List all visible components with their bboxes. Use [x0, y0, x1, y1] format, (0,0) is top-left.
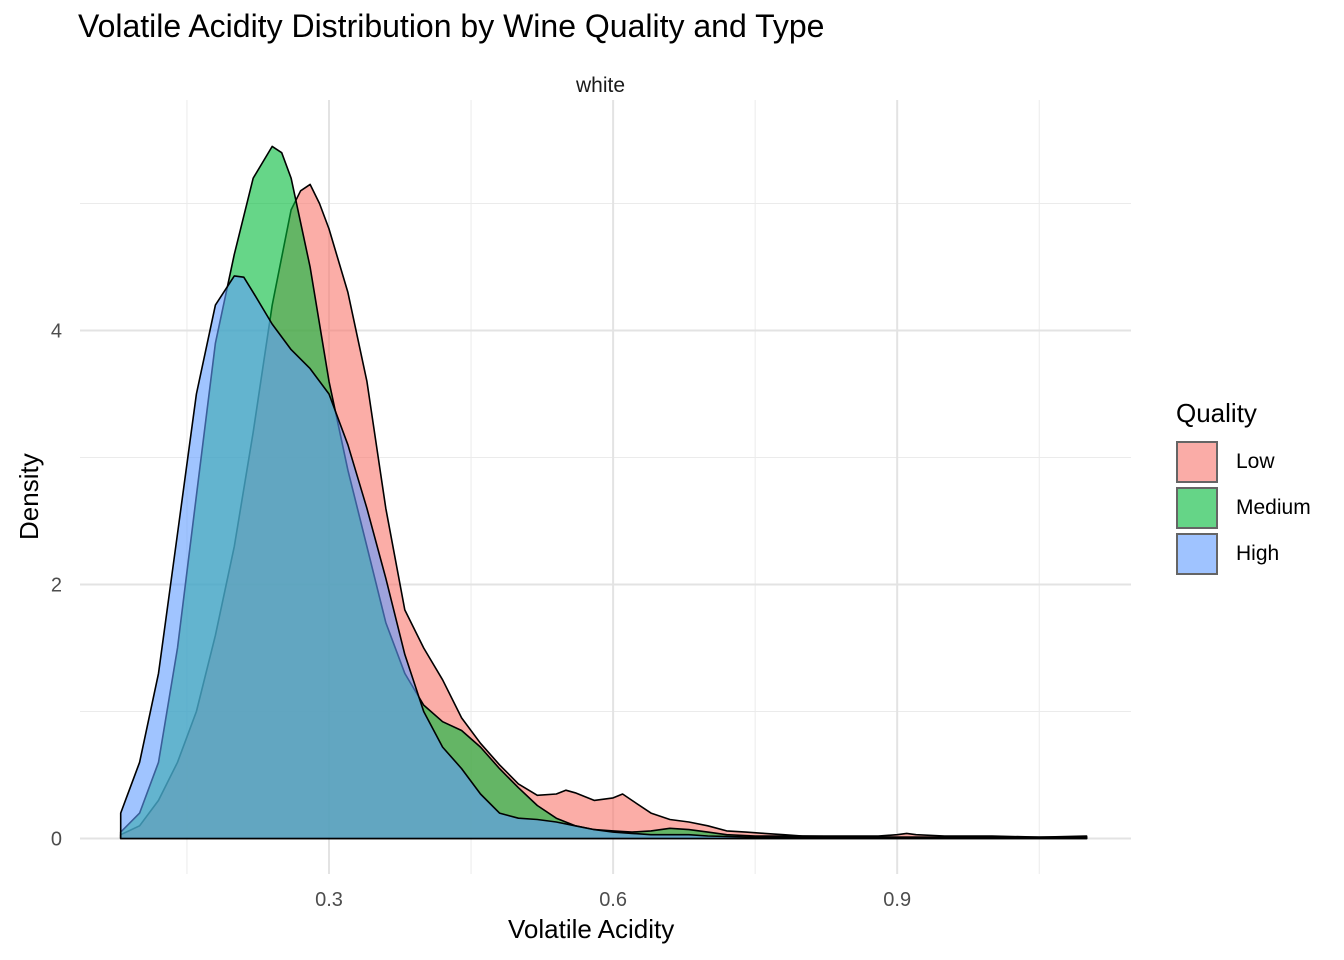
x-tick-label: 0.3 [315, 889, 343, 911]
x-axis-title: Volatile Acidity [508, 914, 675, 944]
legend: Quality Low Medium High [1176, 398, 1311, 577]
legend-label: High [1236, 542, 1280, 565]
density-areas [119, 145, 1088, 840]
legend-title: Quality [1176, 398, 1257, 428]
y-tick-labels: 0 2 4 [51, 321, 62, 851]
legend-items: Low Medium High [1176, 439, 1311, 577]
chart-title: Volatile Acidity Distribution by Wine Qu… [78, 8, 825, 44]
legend-label: Medium [1236, 496, 1311, 519]
facet-label: white [576, 74, 626, 97]
x-tick-label: 0.9 [883, 889, 911, 911]
x-tick-label: 0.6 [599, 889, 627, 911]
legend-label: Low [1236, 450, 1275, 473]
y-tick-label: 0 [51, 829, 62, 851]
legend-item-low: Low [1176, 439, 1311, 485]
density-area-high [119, 275, 1088, 840]
legend-swatch [1176, 487, 1218, 529]
legend-item-high: High [1176, 531, 1311, 577]
y-tick-label: 4 [51, 321, 62, 343]
legend-item-medium: Medium [1176, 485, 1311, 531]
x-tick-labels: 0.3 0.6 0.9 [315, 889, 911, 911]
y-axis-title: Density [14, 453, 44, 540]
y-tick-label: 2 [51, 575, 62, 597]
legend-swatch [1176, 441, 1218, 483]
legend-swatch [1176, 533, 1218, 575]
